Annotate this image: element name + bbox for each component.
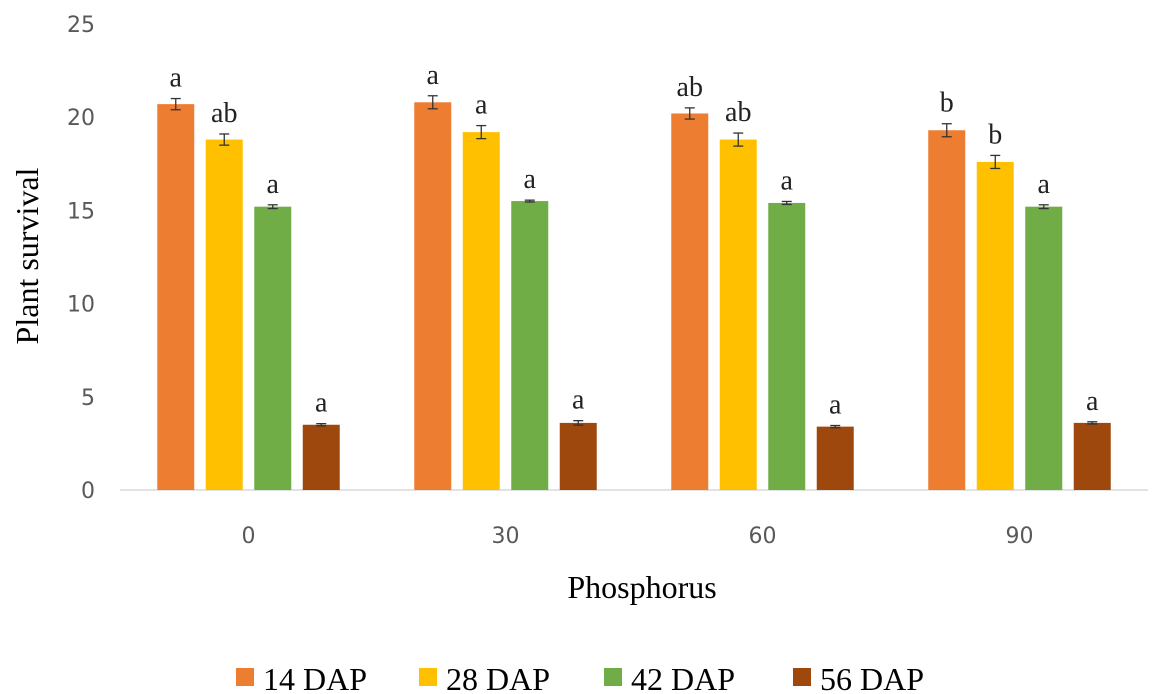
- bar: [768, 202, 806, 490]
- error-bar: [733, 132, 744, 147]
- legend-label: 28 DAP: [446, 661, 550, 694]
- significance-label: b: [940, 88, 954, 119]
- y-tick-label: 5: [81, 386, 95, 411]
- error-bar: [427, 95, 438, 110]
- error-bar: [573, 420, 584, 426]
- legend-swatch: [793, 668, 811, 686]
- significance-label: a: [829, 390, 842, 421]
- bar: [976, 161, 1014, 490]
- error-bar: [170, 97, 181, 111]
- x-tick-label: 0: [242, 524, 256, 549]
- y-axis-title: Plant survival: [9, 167, 45, 344]
- legend-swatch: [236, 668, 254, 686]
- significance-label: a: [315, 388, 328, 419]
- x-axis: 0 30 60 90: [242, 524, 1034, 549]
- significance-label: a: [170, 63, 183, 94]
- error-bar: [990, 154, 1001, 170]
- y-tick-label: 20: [67, 106, 95, 131]
- legend-label: 56 DAP: [820, 661, 924, 694]
- error-bar: [684, 107, 695, 120]
- legend-label: 42 DAP: [631, 661, 735, 694]
- legend-swatch: [419, 668, 437, 686]
- error-bar: [941, 123, 952, 138]
- significance-label: a: [572, 385, 585, 416]
- error-bar: [1087, 421, 1098, 425]
- significance-label: a: [781, 165, 794, 196]
- bar: [462, 132, 500, 490]
- x-tick-label: 60: [749, 524, 777, 549]
- legend-item: 56 DAP: [793, 661, 924, 694]
- bar: [719, 139, 757, 490]
- x-axis-title: Phosphorus: [567, 569, 716, 605]
- error-bar: [316, 422, 327, 427]
- bar: [302, 424, 340, 490]
- legend: 14 DAP 28 DAP 42 DAP 56 DAP: [236, 661, 924, 694]
- error-bar: [781, 200, 792, 206]
- error-bar: [267, 204, 278, 210]
- error-bar: [219, 133, 230, 146]
- significance-label: b: [988, 119, 1002, 150]
- legend-item: 28 DAP: [419, 661, 550, 694]
- x-tick-label: 30: [492, 524, 520, 549]
- bar: [671, 113, 709, 491]
- y-tick-label: 0: [81, 479, 95, 504]
- legend-item: 42 DAP: [604, 661, 735, 694]
- bar: [928, 130, 966, 491]
- bar: [816, 426, 854, 490]
- bar: [414, 102, 452, 491]
- significance-label: a: [1086, 386, 1099, 417]
- bar: [559, 422, 597, 490]
- error-bar: [524, 199, 535, 203]
- error-bar: [476, 124, 487, 140]
- legend-label: 14 DAP: [263, 661, 367, 694]
- legend-swatch: [604, 668, 622, 686]
- x-tick-label: 90: [1006, 524, 1034, 549]
- y-tick-label: 15: [67, 199, 95, 224]
- legend-item: 14 DAP: [236, 661, 367, 694]
- bar: [205, 139, 243, 490]
- bar: [511, 201, 549, 490]
- bar: [157, 104, 195, 490]
- significance-label: a: [1038, 169, 1051, 200]
- bar: [1025, 206, 1063, 490]
- y-tick-label: 10: [67, 293, 95, 318]
- significance-label: a: [524, 164, 537, 195]
- significance-label: a: [267, 169, 280, 200]
- significance-label: a: [475, 90, 488, 121]
- error-bar: [1038, 204, 1049, 210]
- bar: [1073, 422, 1111, 490]
- y-axis: 0 5 10 15 20 25: [67, 13, 95, 504]
- y-tick-label: 25: [67, 13, 95, 38]
- significance-label: ab: [725, 97, 751, 128]
- significance-label: ab: [211, 98, 237, 129]
- bar: [254, 206, 292, 490]
- error-bar: [830, 424, 841, 429]
- significance-label: a: [427, 60, 440, 91]
- significance-label: ab: [677, 72, 703, 103]
